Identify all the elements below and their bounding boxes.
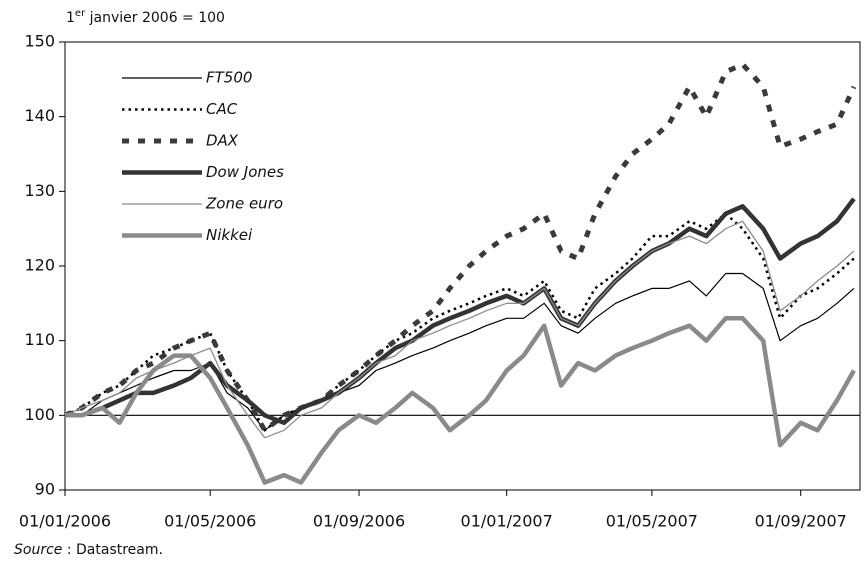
y-tick-label: 90 — [35, 480, 55, 499]
y-axis-label: 1er janvier 2006 = 100 — [66, 8, 225, 26]
x-tick-label: 01/09/2006 — [313, 512, 405, 531]
legend-label: Zone euro — [205, 195, 283, 213]
series-line — [65, 316, 856, 485]
series-line — [63, 61, 857, 433]
legend-label: Dow Jones — [206, 163, 284, 181]
y-tick-label: 120 — [24, 256, 55, 275]
y-tick-label: 100 — [24, 405, 55, 424]
series-line — [65, 272, 855, 431]
y-tick-label: 130 — [24, 181, 55, 200]
x-tick-label: 01/01/2006 — [19, 512, 111, 531]
x-tick-label: 01/01/2007 — [461, 512, 553, 531]
x-tick-label: 01/09/2007 — [755, 512, 847, 531]
legend-label: DAX — [206, 132, 239, 150]
legend-label: FT500 — [206, 69, 252, 87]
series-line — [64, 220, 855, 439]
legend-label: Nikkei — [206, 226, 253, 244]
legend-label: CAC — [206, 100, 238, 118]
y-tick-label: 150 — [24, 32, 55, 51]
y-tick-label: 140 — [24, 106, 55, 125]
source: Source : Datastream. — [14, 542, 163, 558]
y-tick-label: 110 — [24, 330, 55, 349]
x-tick-label: 01/05/2006 — [164, 512, 256, 531]
series-line — [65, 197, 856, 426]
x-tick-label: 01/05/2007 — [606, 512, 698, 531]
